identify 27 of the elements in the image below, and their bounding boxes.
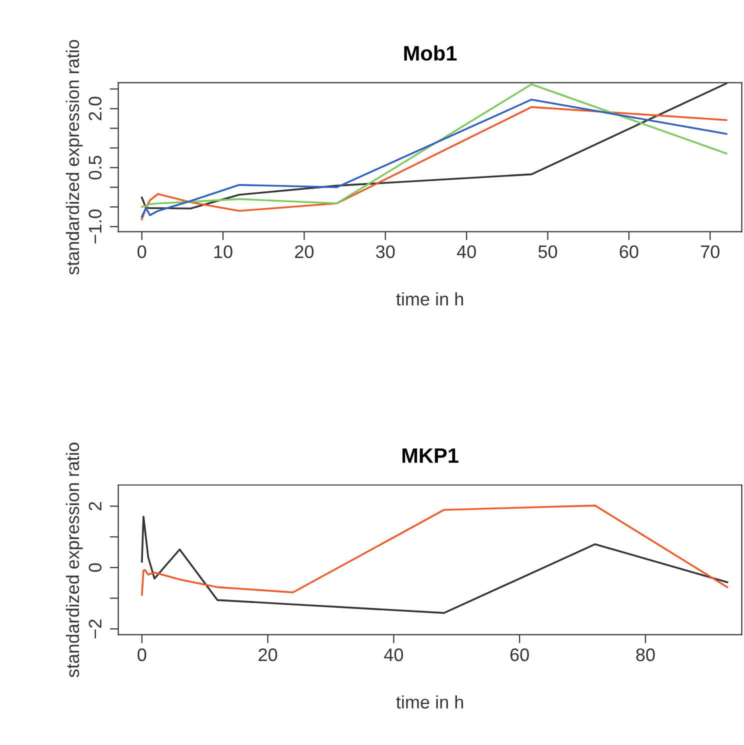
y-tick-label: 0.5 (88, 156, 102, 180)
y-tick-label: 2 (88, 502, 102, 510)
x-tick-label: 50 (538, 245, 558, 258)
chart-title: MKP1 (402, 448, 458, 463)
x-tick-label: 10 (214, 245, 232, 258)
y-tick-label: −1.0 (88, 209, 102, 244)
chart-title: Mob1 (404, 45, 457, 61)
x-tick-label: 60 (510, 648, 529, 662)
x-tick-label: 60 (620, 245, 638, 258)
x-tick-label: 20 (258, 648, 278, 662)
x-axis-title: time in h (396, 695, 463, 709)
y-tick-label: 2.0 (88, 96, 102, 120)
line-series (140, 516, 728, 614)
x-tick-label: 0 (138, 245, 146, 258)
x-tick-label: 0 (138, 648, 146, 662)
y-axis-title: standardized expression ratio (66, 40, 83, 275)
x-tick-label: 40 (384, 648, 404, 662)
x-axis-title: time in h (396, 292, 463, 306)
y-tick-label: 0 (88, 563, 102, 572)
x-tick-label: 20 (295, 245, 314, 258)
y-axis-title: standardized expression ratio (66, 442, 83, 678)
x-tick-label: 70 (700, 245, 720, 258)
x-tick-label: 30 (376, 245, 395, 258)
x-tick-label: 80 (636, 648, 655, 662)
line-series (140, 504, 728, 596)
y-tick-label: −2 (88, 620, 102, 638)
x-tick-label: 40 (456, 245, 476, 258)
